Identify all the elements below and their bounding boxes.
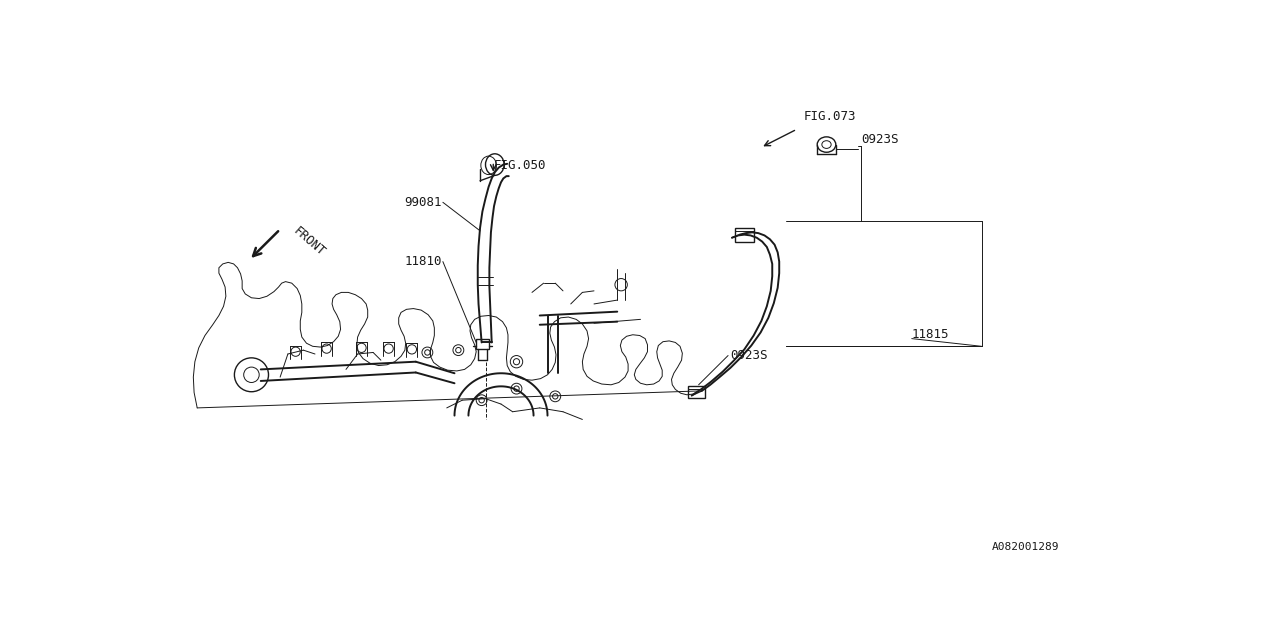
Text: 0923S: 0923S bbox=[731, 349, 768, 362]
Text: A082001289: A082001289 bbox=[992, 541, 1059, 552]
Bar bbox=[687, 385, 705, 398]
Text: FIG.050: FIG.050 bbox=[493, 159, 545, 172]
Bar bbox=[735, 228, 754, 241]
Text: 11810: 11810 bbox=[404, 255, 442, 268]
Text: FRONT: FRONT bbox=[291, 225, 326, 259]
Text: 11815: 11815 bbox=[911, 328, 950, 341]
Text: FIG.073: FIG.073 bbox=[804, 110, 856, 124]
Bar bbox=[476, 339, 489, 349]
Text: 0923S: 0923S bbox=[861, 133, 899, 147]
Text: 99081: 99081 bbox=[404, 196, 442, 209]
